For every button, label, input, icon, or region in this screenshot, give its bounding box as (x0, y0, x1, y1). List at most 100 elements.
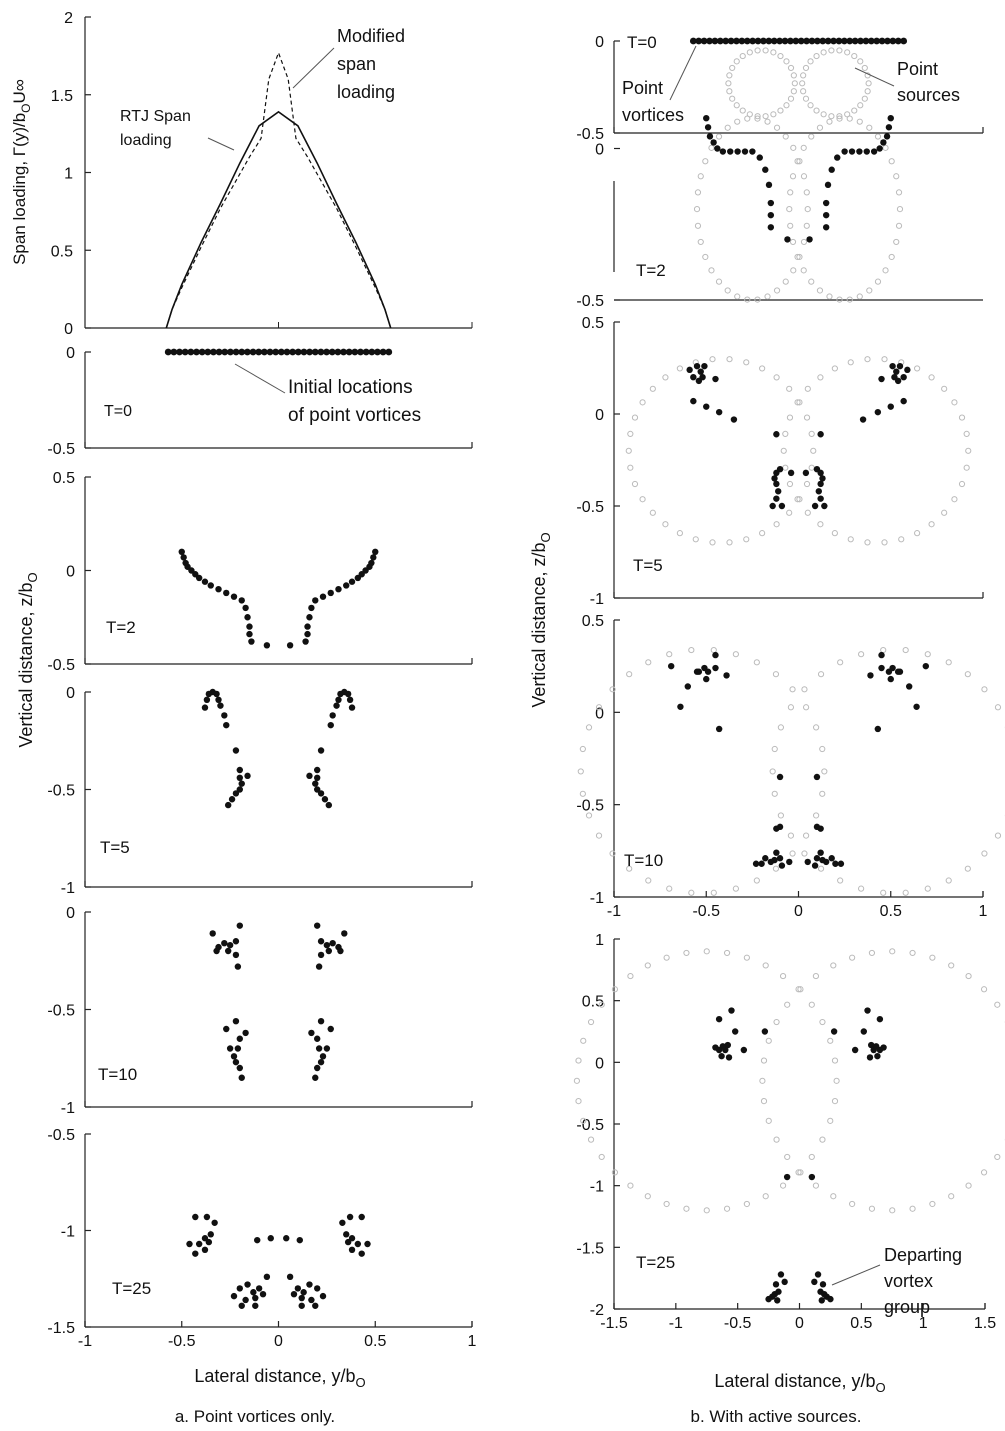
source-point (786, 414, 794, 421)
vortex-point (758, 860, 765, 867)
vortex-point (178, 548, 185, 555)
y-tick-label: 0 (66, 905, 75, 922)
source-point (803, 480, 811, 488)
source-point (941, 385, 948, 392)
vortex-point (223, 589, 230, 597)
vortex-point (813, 855, 821, 862)
y-tick-label: 0.5 (582, 994, 604, 1011)
vortex-point (808, 37, 816, 45)
source-point (813, 107, 820, 114)
source-point (649, 385, 656, 392)
vortex-point (238, 1302, 245, 1309)
x-tick-label: 0 (795, 1315, 804, 1332)
source-point (782, 133, 789, 140)
vortex-point (841, 148, 848, 155)
vortex-point (734, 148, 741, 155)
source-point (909, 949, 916, 957)
source-point (817, 671, 825, 678)
source-point (710, 889, 717, 896)
source-point (800, 173, 808, 180)
vortex-point (846, 37, 854, 45)
vortex-point (333, 702, 340, 709)
vortex-point (718, 1052, 725, 1060)
source-point (820, 111, 827, 118)
source-point (802, 95, 810, 102)
vortex-point (315, 1045, 323, 1052)
source-point (830, 962, 837, 969)
source-point (764, 118, 771, 125)
vortex-point (317, 1058, 325, 1066)
vortex-point (346, 1213, 354, 1221)
vortex-point (306, 1281, 313, 1288)
source-point (786, 206, 793, 213)
vortex-point (283, 1235, 290, 1242)
vortex-point (259, 1290, 267, 1298)
vortex-point (695, 37, 703, 45)
vortex-point (252, 1302, 259, 1309)
vortex-point (760, 37, 767, 45)
vortex-point (714, 145, 721, 152)
source-point (662, 374, 669, 381)
vortex-point (896, 668, 904, 675)
vortex-point (827, 1295, 834, 1303)
vortex-point (817, 495, 824, 502)
vortex-point (317, 938, 325, 945)
vortex-point (236, 1035, 243, 1042)
source-point (759, 365, 766, 372)
vortex-point (327, 589, 334, 597)
vortex-point (893, 368, 900, 375)
source-point (821, 768, 828, 775)
source-point (693, 206, 701, 213)
source-point (808, 430, 815, 437)
source-point (697, 173, 704, 180)
source-point (753, 659, 760, 666)
vortex-point (232, 938, 240, 945)
source-point (625, 447, 632, 454)
source-point (881, 539, 888, 546)
source-point (819, 790, 826, 797)
source-point (794, 496, 801, 503)
vortex-point (221, 348, 229, 356)
vortex-point (765, 37, 773, 45)
source-point (836, 115, 843, 122)
leader-line (292, 47, 335, 89)
vortex-point (364, 1240, 371, 1248)
y-tick-label: 2 (64, 10, 73, 27)
y-tick-label: 0.5 (53, 470, 75, 487)
ylabel-left: Vertical distance, z/bO (16, 572, 40, 747)
vortex-point (242, 1296, 249, 1304)
source-point (609, 850, 616, 857)
source-point (587, 1018, 595, 1026)
source-point (734, 293, 741, 300)
vortex-point (308, 604, 315, 612)
source-point (786, 385, 793, 392)
vortex-point (703, 115, 710, 122)
source-point (837, 659, 844, 666)
source-point (836, 296, 843, 303)
y-tick-label: -0.5 (47, 657, 75, 674)
y-tick-label: -0.5 (576, 1117, 604, 1134)
vortex-point (207, 1231, 214, 1238)
vortex-point (213, 947, 220, 955)
source-point (981, 850, 988, 857)
source-point (836, 113, 843, 120)
vortex-point (340, 348, 347, 356)
vortex-point (236, 922, 243, 929)
panels: 0 0.5 1 1.5 2 RTJ Span loading Modified span load… (47, 10, 1005, 1350)
source-point (773, 374, 780, 381)
vortex-point (863, 148, 870, 155)
vortex-point (813, 773, 821, 781)
source-point (858, 885, 865, 892)
source-point (830, 1193, 837, 1200)
vortex-point (693, 668, 701, 675)
panel-a-a25: -1.5-1-0.5-1 -0.5 0 0.5 1T=25 (47, 1127, 476, 1350)
vortex-point (815, 488, 822, 495)
source-point (733, 102, 740, 109)
source-point (726, 539, 733, 546)
vortex-point (312, 1302, 319, 1309)
vortex-point (302, 638, 309, 645)
source-point (794, 253, 801, 261)
source-point (928, 374, 935, 381)
source-point (868, 1205, 876, 1212)
vortex-point (896, 362, 904, 370)
